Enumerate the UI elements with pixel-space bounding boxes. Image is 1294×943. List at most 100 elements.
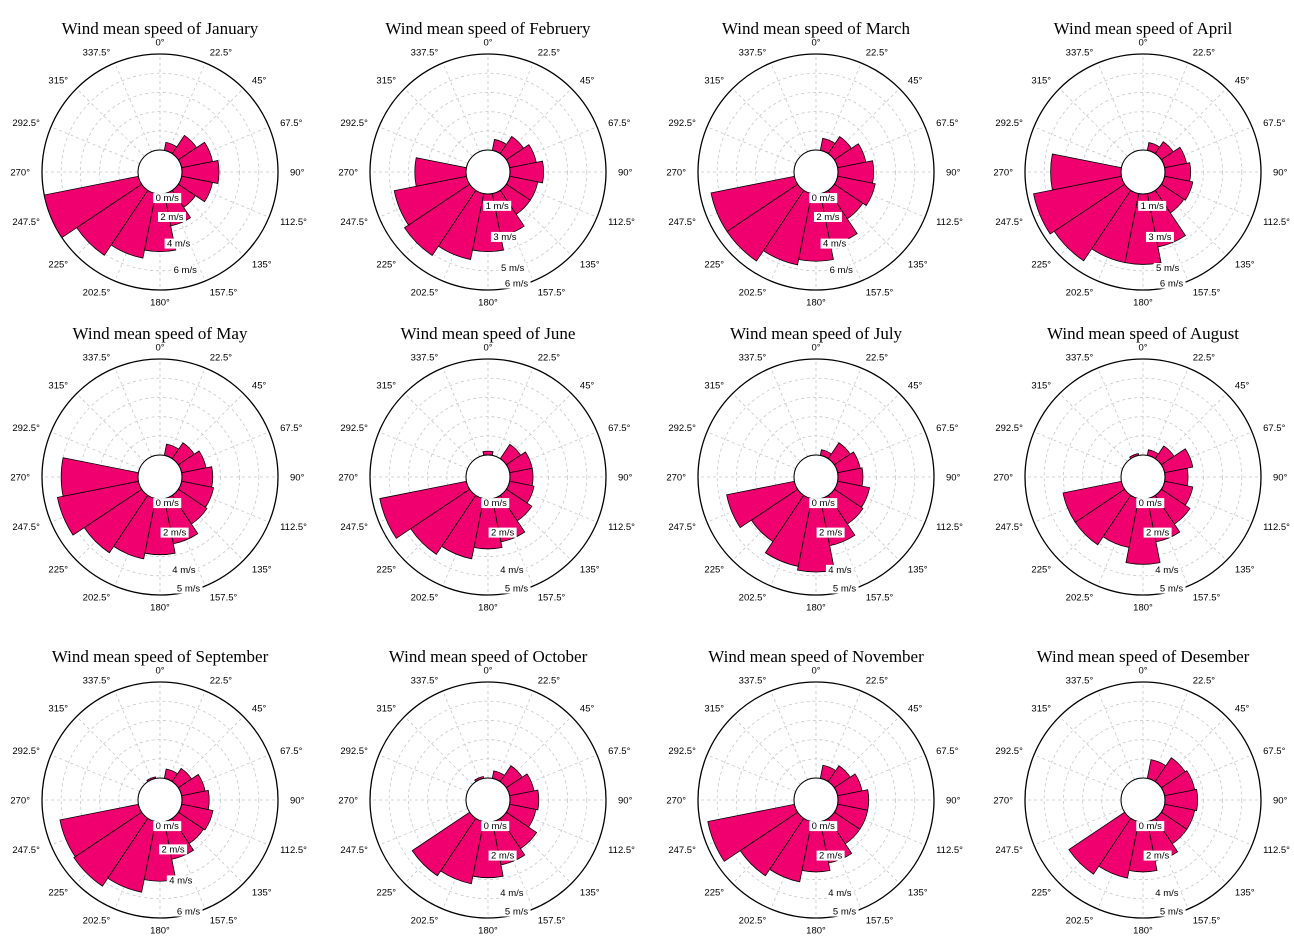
grid-ring: [60, 700, 260, 900]
radial-label-bg: [1143, 850, 1172, 861]
radial-tick-label: 2 m/s: [491, 851, 514, 862]
direction-label: 22.5°: [1193, 675, 1215, 686]
direction-label: 225°: [704, 564, 724, 575]
grid-spoke: [503, 716, 572, 785]
direction-label: 0°: [155, 343, 164, 354]
grid-spoke: [76, 716, 145, 785]
grid-spoke: [378, 754, 468, 792]
grid-spoke: [76, 393, 145, 462]
radial-label-bg: [169, 564, 198, 575]
radial-tick-label: 5 m/s: [1160, 906, 1183, 917]
grid-spoke: [836, 180, 926, 218]
direction-label: 112.5°: [280, 522, 307, 533]
direction-label: 135°: [908, 887, 928, 898]
direction-label: 157.5°: [866, 288, 894, 299]
direction-label: 0°: [155, 666, 164, 677]
grid-spoke: [1158, 492, 1227, 561]
direction-label: 337.5°: [1066, 352, 1094, 363]
radial-label-bg: [481, 821, 510, 832]
radial-label-bg: [490, 231, 519, 242]
direction-label: 157.5°: [866, 916, 894, 927]
radial-tick-label: 2 m/s: [161, 844, 184, 855]
grid-spoke: [175, 492, 244, 561]
direction-label: 270°: [10, 168, 30, 179]
radial-tick-label: 6 m/s: [177, 906, 200, 917]
radial-label-bg: [827, 265, 856, 276]
grid-spoke: [175, 187, 244, 256]
direction-label: 112.5°: [280, 845, 307, 856]
direction-label: 90°: [290, 168, 305, 179]
grid-spoke: [76, 187, 145, 256]
center-hole: [1120, 149, 1166, 195]
direction-label: 247.5°: [995, 845, 1023, 856]
direction-label: 315°: [48, 704, 68, 715]
direction-label: 22.5°: [210, 47, 232, 58]
grid-spoke: [503, 492, 572, 561]
radial-label-bg: [809, 498, 838, 509]
direction-label: 337.5°: [83, 675, 111, 686]
direction-label: 315°: [376, 381, 396, 392]
direction-label: 337.5°: [83, 47, 111, 58]
grid-spoke: [1059, 492, 1128, 561]
direction-label: 225°: [376, 887, 396, 898]
wind-rose-8: Wind mean speed of August 0 m/s 2 m/s 4 m/s…: [993, 324, 1290, 614]
grid-spoke: [1163, 126, 1253, 164]
grid-spoke: [836, 808, 926, 846]
direction-label: 247.5°: [12, 845, 40, 856]
radial-tick-label: 2 m/s: [1146, 851, 1169, 862]
radial-tick-label: 2 m/s: [1146, 528, 1169, 539]
grid-ring: [736, 396, 897, 557]
grid-spoke: [180, 754, 270, 792]
radial-tick-label: 3 m/s: [1148, 232, 1171, 243]
direction-label: 45°: [1235, 381, 1250, 392]
direction-label: 180°: [478, 603, 498, 614]
grid-spoke: [442, 367, 480, 457]
direction-label: 135°: [580, 887, 600, 898]
radial-tick-label: 5 m/s: [505, 583, 528, 594]
radial-label-bg: [488, 527, 517, 538]
grid-spoke: [1097, 820, 1135, 910]
center-hole: [793, 777, 839, 823]
direction-label: 247.5°: [12, 522, 40, 533]
grid-spoke: [404, 88, 473, 157]
direction-label: 90°: [946, 168, 961, 179]
center-hole: [137, 777, 183, 823]
grid-spoke: [706, 431, 796, 469]
direction-label: 315°: [704, 381, 724, 392]
grid-spoke: [1059, 815, 1128, 884]
direction-label: 67.5°: [936, 746, 958, 757]
radial-tick-label: 0 m/s: [484, 821, 507, 832]
radial-tick-label: 0 m/s: [156, 498, 179, 509]
grid-spoke: [114, 367, 152, 457]
radial-tick-label: 4 m/s: [828, 565, 851, 576]
direction-label: 202.5°: [739, 593, 767, 604]
grid-spoke: [732, 393, 801, 462]
grid-spoke: [114, 690, 152, 780]
grid-spoke: [496, 820, 534, 910]
direction-label: 135°: [580, 259, 600, 270]
radial-tick-label: 5 m/s: [505, 906, 528, 917]
grid-ring: [716, 377, 916, 577]
direction-label: 202.5°: [739, 916, 767, 927]
direction-label: 337.5°: [739, 675, 767, 686]
grid-spoke: [1097, 690, 1135, 780]
wind-rose-5: Wind mean speed of May 0 m/s 2 m/s 4 m/s 5 m…: [10, 324, 307, 614]
direction-label: 202.5°: [411, 916, 439, 927]
radial-tick-label: 4 m/s: [1155, 888, 1178, 899]
direction-label: 45°: [580, 704, 595, 715]
radial-label-bg: [809, 193, 838, 204]
grid-spoke: [508, 180, 598, 218]
direction-label: 135°: [1235, 259, 1255, 270]
grid-spoke: [1097, 367, 1135, 457]
direction-label: 45°: [252, 381, 267, 392]
grid-spoke: [836, 754, 926, 792]
direction-label: 22.5°: [538, 352, 560, 363]
chart-title: Wind mean speed of October: [389, 647, 588, 666]
direction-label: 225°: [48, 259, 68, 270]
radial-label-bg: [174, 906, 203, 917]
direction-label: 337.5°: [411, 352, 439, 363]
radial-label-bg: [166, 875, 195, 886]
radial-label-bg: [174, 583, 203, 594]
direction-label: 157.5°: [1193, 288, 1221, 299]
radial-tick-label: 6 m/s: [1160, 278, 1183, 289]
